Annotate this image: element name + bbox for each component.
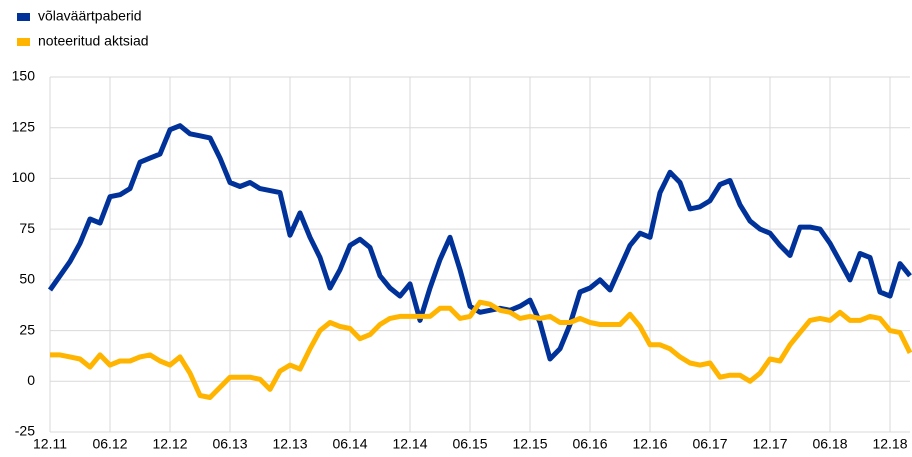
series-line [47,123,912,362]
y-tick-label: 75 [19,220,35,236]
y-tick-label: -25 [15,423,35,439]
x-tick-label: 06.16 [572,436,607,452]
x-tick-label: 12.16 [632,436,667,452]
y-tick-label: 25 [19,321,35,337]
x-tick-label: 12.17 [752,436,787,452]
x-tick-label: 12.12 [152,436,187,452]
legend-label: noteeritud aktsiad [38,33,149,49]
legend-label: võlaväärtpaberid [38,8,142,24]
x-tick-label: 12.13 [272,436,307,452]
x-tick-label: 06.15 [452,436,487,452]
x-tick-label: 12.18 [872,436,907,452]
x-tick-label: 06.13 [212,436,247,452]
y-tick-label: 150 [12,68,36,84]
x-tick-label: 12.14 [392,436,427,452]
x-tick-label: 06.14 [332,436,367,452]
y-tick-label: 125 [12,118,36,134]
legend-swatch [17,38,30,46]
x-tick-label: 12.11 [33,436,67,452]
x-tick-label: 12.15 [512,436,547,452]
y-tick-label: 50 [19,271,35,287]
y-tick-label: 0 [27,372,35,388]
y-tick-label: 100 [12,169,36,185]
x-tick-label: 06.17 [692,436,727,452]
series-line [50,299,912,400]
legend-swatch [17,13,30,21]
x-tick-label: 06.12 [92,436,127,452]
x-tick-label: 06.18 [812,436,847,452]
